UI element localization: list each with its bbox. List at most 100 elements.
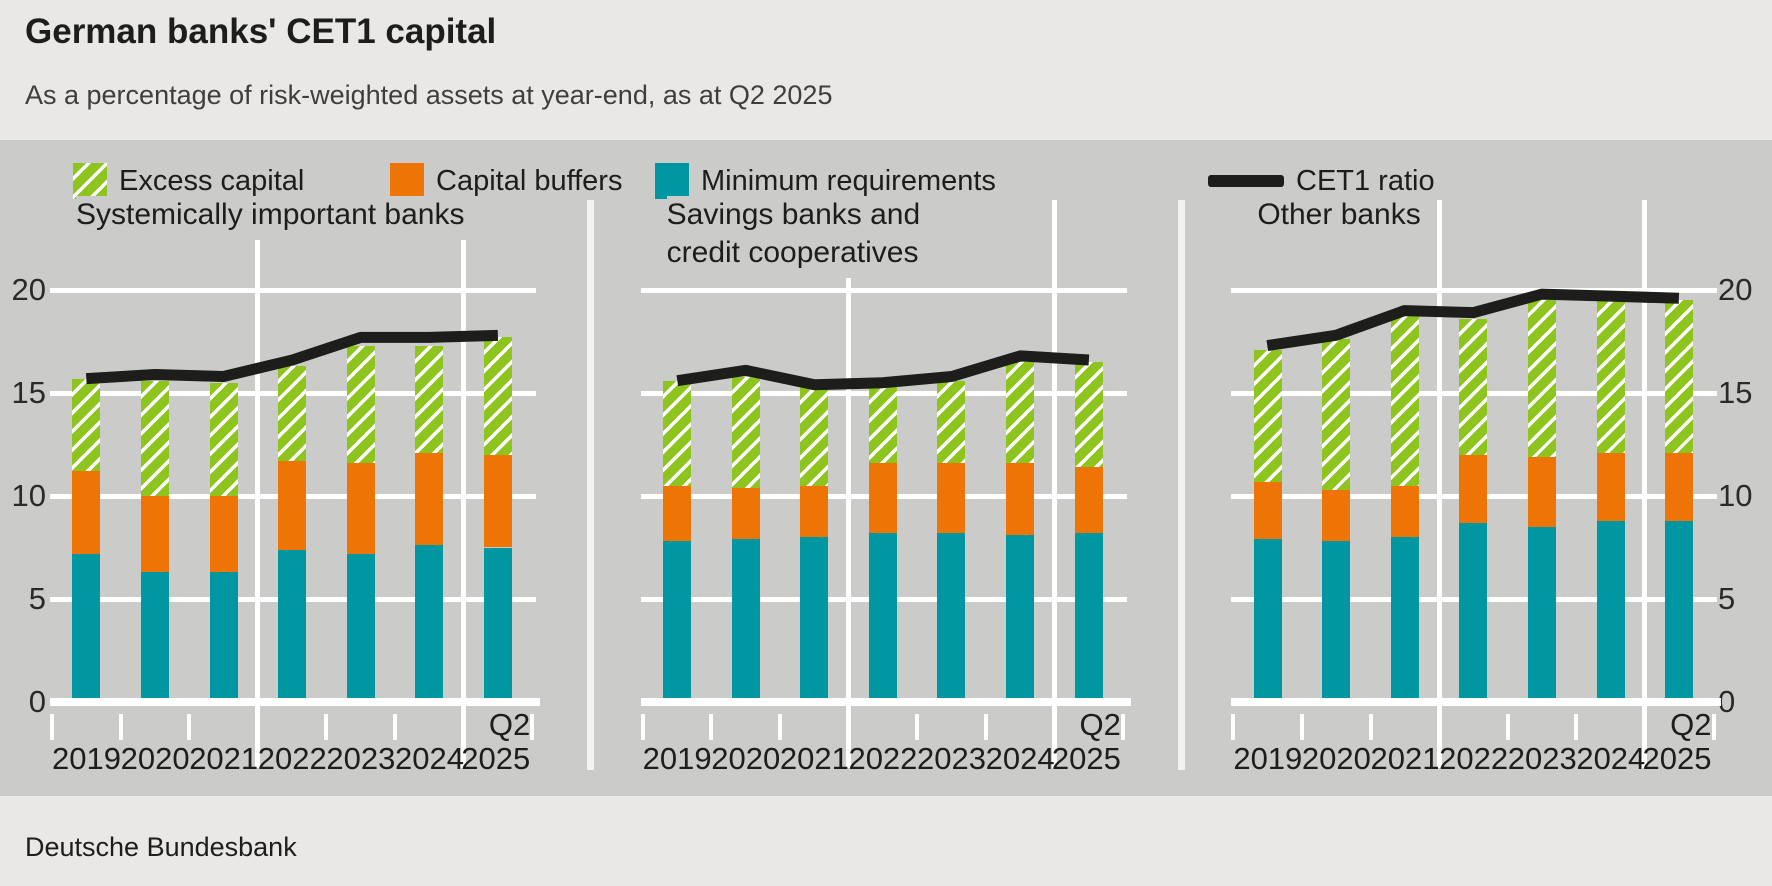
x-axis-tick xyxy=(187,714,192,740)
y-axis-tick-label: 20 xyxy=(1718,272,1753,307)
y-axis-tick-label: 10 xyxy=(1718,478,1753,513)
x-axis-quarter-prefix: Q2 xyxy=(488,707,531,742)
x-axis-year-label: 2023 xyxy=(326,741,396,776)
horizontal-gridline xyxy=(50,288,536,293)
bar-segment-minimum-requirements xyxy=(415,545,444,702)
bar-segment-capital-buffers xyxy=(1074,467,1103,534)
bar-segment-capital-buffers xyxy=(1596,452,1625,521)
bar-segment-capital-buffers xyxy=(800,485,829,538)
bar-segment-minimum-requirements xyxy=(731,539,760,702)
bar-segment-excess-capital xyxy=(415,345,444,453)
bar-segment-minimum-requirements xyxy=(209,572,238,702)
capital-buffers-swatch-icon xyxy=(390,163,424,199)
x-axis-tick xyxy=(983,714,988,740)
x-axis-year-label: 2024 xyxy=(985,741,1055,776)
bar-segment-minimum-requirements xyxy=(800,537,829,702)
bar-segment-capital-buffers xyxy=(483,454,512,548)
bar-segment-excess-capital xyxy=(278,366,307,461)
x-axis-tick xyxy=(846,714,851,740)
chart-area: Excess capital Capital buffers Minimum r… xyxy=(0,140,1772,796)
x-axis-year-label: 2020 xyxy=(1301,741,1371,776)
x-axis-baseline xyxy=(1231,698,1722,706)
x-axis-tick xyxy=(1299,714,1304,740)
x-axis-year-label: 2020 xyxy=(120,741,190,776)
bar-segment-minimum-requirements xyxy=(1253,539,1282,702)
y-axis-tick-label: 15 xyxy=(1718,375,1753,410)
cet1-ratio-line xyxy=(85,329,499,385)
x-axis-tick xyxy=(1711,714,1716,740)
legend-item-cet1-ratio: CET1 ratio xyxy=(1208,161,1435,201)
x-axis-year-label: 2022 xyxy=(848,741,918,776)
x-axis-year-label: 2021 xyxy=(189,741,259,776)
bar-segment-minimum-requirements xyxy=(1074,533,1103,702)
x-axis-tick xyxy=(530,714,535,740)
bar-segment-excess-capital xyxy=(483,337,512,455)
chart-panel: 2019 2020 2021 2022 2023 2024 Q2 2025 Other bank… xyxy=(1181,140,1772,796)
legend-label: Minimum requirements xyxy=(701,164,996,197)
x-axis-tick xyxy=(1642,714,1647,740)
source-label: Deutsche Bundesbank xyxy=(25,832,297,862)
bar-segment-excess-capital xyxy=(1005,362,1034,464)
bar-segment-capital-buffers xyxy=(1322,489,1351,542)
legend-item-excess-capital: Excess capital xyxy=(73,161,304,201)
bar-segment-minimum-requirements xyxy=(1459,522,1488,702)
y-axis-tick-label: 10 xyxy=(11,478,46,513)
bar-segment-excess-capital xyxy=(1074,362,1103,468)
bar-segment-capital-buffers xyxy=(346,463,375,554)
bar-segment-minimum-requirements xyxy=(1528,526,1557,702)
vertical-gridline xyxy=(845,200,851,768)
bar-segment-excess-capital xyxy=(1665,300,1694,453)
x-axis-baseline xyxy=(50,698,540,706)
panel-separator xyxy=(587,200,595,770)
bar-segment-capital-buffers xyxy=(278,460,307,550)
panel-title-line: Savings banks and xyxy=(666,198,921,231)
panel-title-line: Systemically important banks xyxy=(76,198,465,231)
bar-segment-excess-capital xyxy=(1596,300,1625,453)
page-title: German banks' CET1 capital xyxy=(25,12,497,51)
x-axis-tick xyxy=(324,714,329,740)
vertical-gridline xyxy=(1436,200,1442,768)
bar-segment-excess-capital xyxy=(1390,314,1419,486)
panel-title: Savings banks and credit cooperatives xyxy=(666,196,931,278)
x-axis-year-label: 2022 xyxy=(1439,741,1509,776)
bar-segment-excess-capital xyxy=(1528,300,1557,457)
x-axis-year-label: 2023 xyxy=(1507,741,1577,776)
x-axis-year: 2025 xyxy=(461,741,531,776)
bar-segment-minimum-requirements xyxy=(1596,520,1625,702)
x-axis-tick xyxy=(393,714,397,740)
y-axis-tick-label: 0 xyxy=(28,684,46,719)
vertical-gridline xyxy=(1051,200,1057,768)
bar-segment-capital-buffers xyxy=(731,487,760,540)
y-axis-tick-label: 20 xyxy=(11,272,46,307)
bar-segment-minimum-requirements xyxy=(346,553,375,702)
panel-separator xyxy=(1177,200,1185,770)
bar-segment-minimum-requirements xyxy=(483,547,512,702)
x-axis-year-label: 2024 xyxy=(395,741,464,776)
x-axis-year-label: 2024 xyxy=(1576,741,1646,776)
panel-title: Other banks xyxy=(1257,196,1431,240)
panel-title: Systemically important banks xyxy=(76,196,475,240)
bar-segment-capital-buffers xyxy=(868,463,897,534)
bar-segment-capital-buffers xyxy=(415,452,444,546)
y-axis-tick-label: 15 xyxy=(11,375,46,410)
x-axis-tick xyxy=(1231,714,1236,740)
x-axis-year-label: 2021 xyxy=(1370,741,1440,776)
horizontal-gridline xyxy=(1231,288,1718,293)
bar-segment-capital-buffers xyxy=(1390,485,1419,538)
bar-segment-minimum-requirements xyxy=(1322,541,1351,702)
bar-segment-capital-buffers xyxy=(72,471,101,554)
x-axis-year-label: 2022 xyxy=(257,741,327,776)
bar-segment-excess-capital xyxy=(1459,318,1488,455)
legend-label: CET1 ratio xyxy=(1296,164,1435,197)
bar-segment-capital-buffers xyxy=(1528,456,1557,527)
x-axis-year-label: Q2 2025 xyxy=(1643,707,1714,776)
vertical-gridline xyxy=(461,200,467,768)
x-axis-quarter-prefix: Q2 xyxy=(1670,707,1712,742)
bar-segment-excess-capital xyxy=(1253,349,1282,482)
bar-segment-capital-buffers xyxy=(209,496,238,573)
bar-segment-capital-buffers xyxy=(1253,481,1282,540)
bar-segment-excess-capital xyxy=(662,380,691,486)
x-axis-tick xyxy=(50,714,54,740)
chart-panel: 2019 2020 2021 2022 2023 2024 Q2 2025 Savings ba… xyxy=(591,140,1182,796)
y-axis-tick-label: 0 xyxy=(1718,684,1736,719)
